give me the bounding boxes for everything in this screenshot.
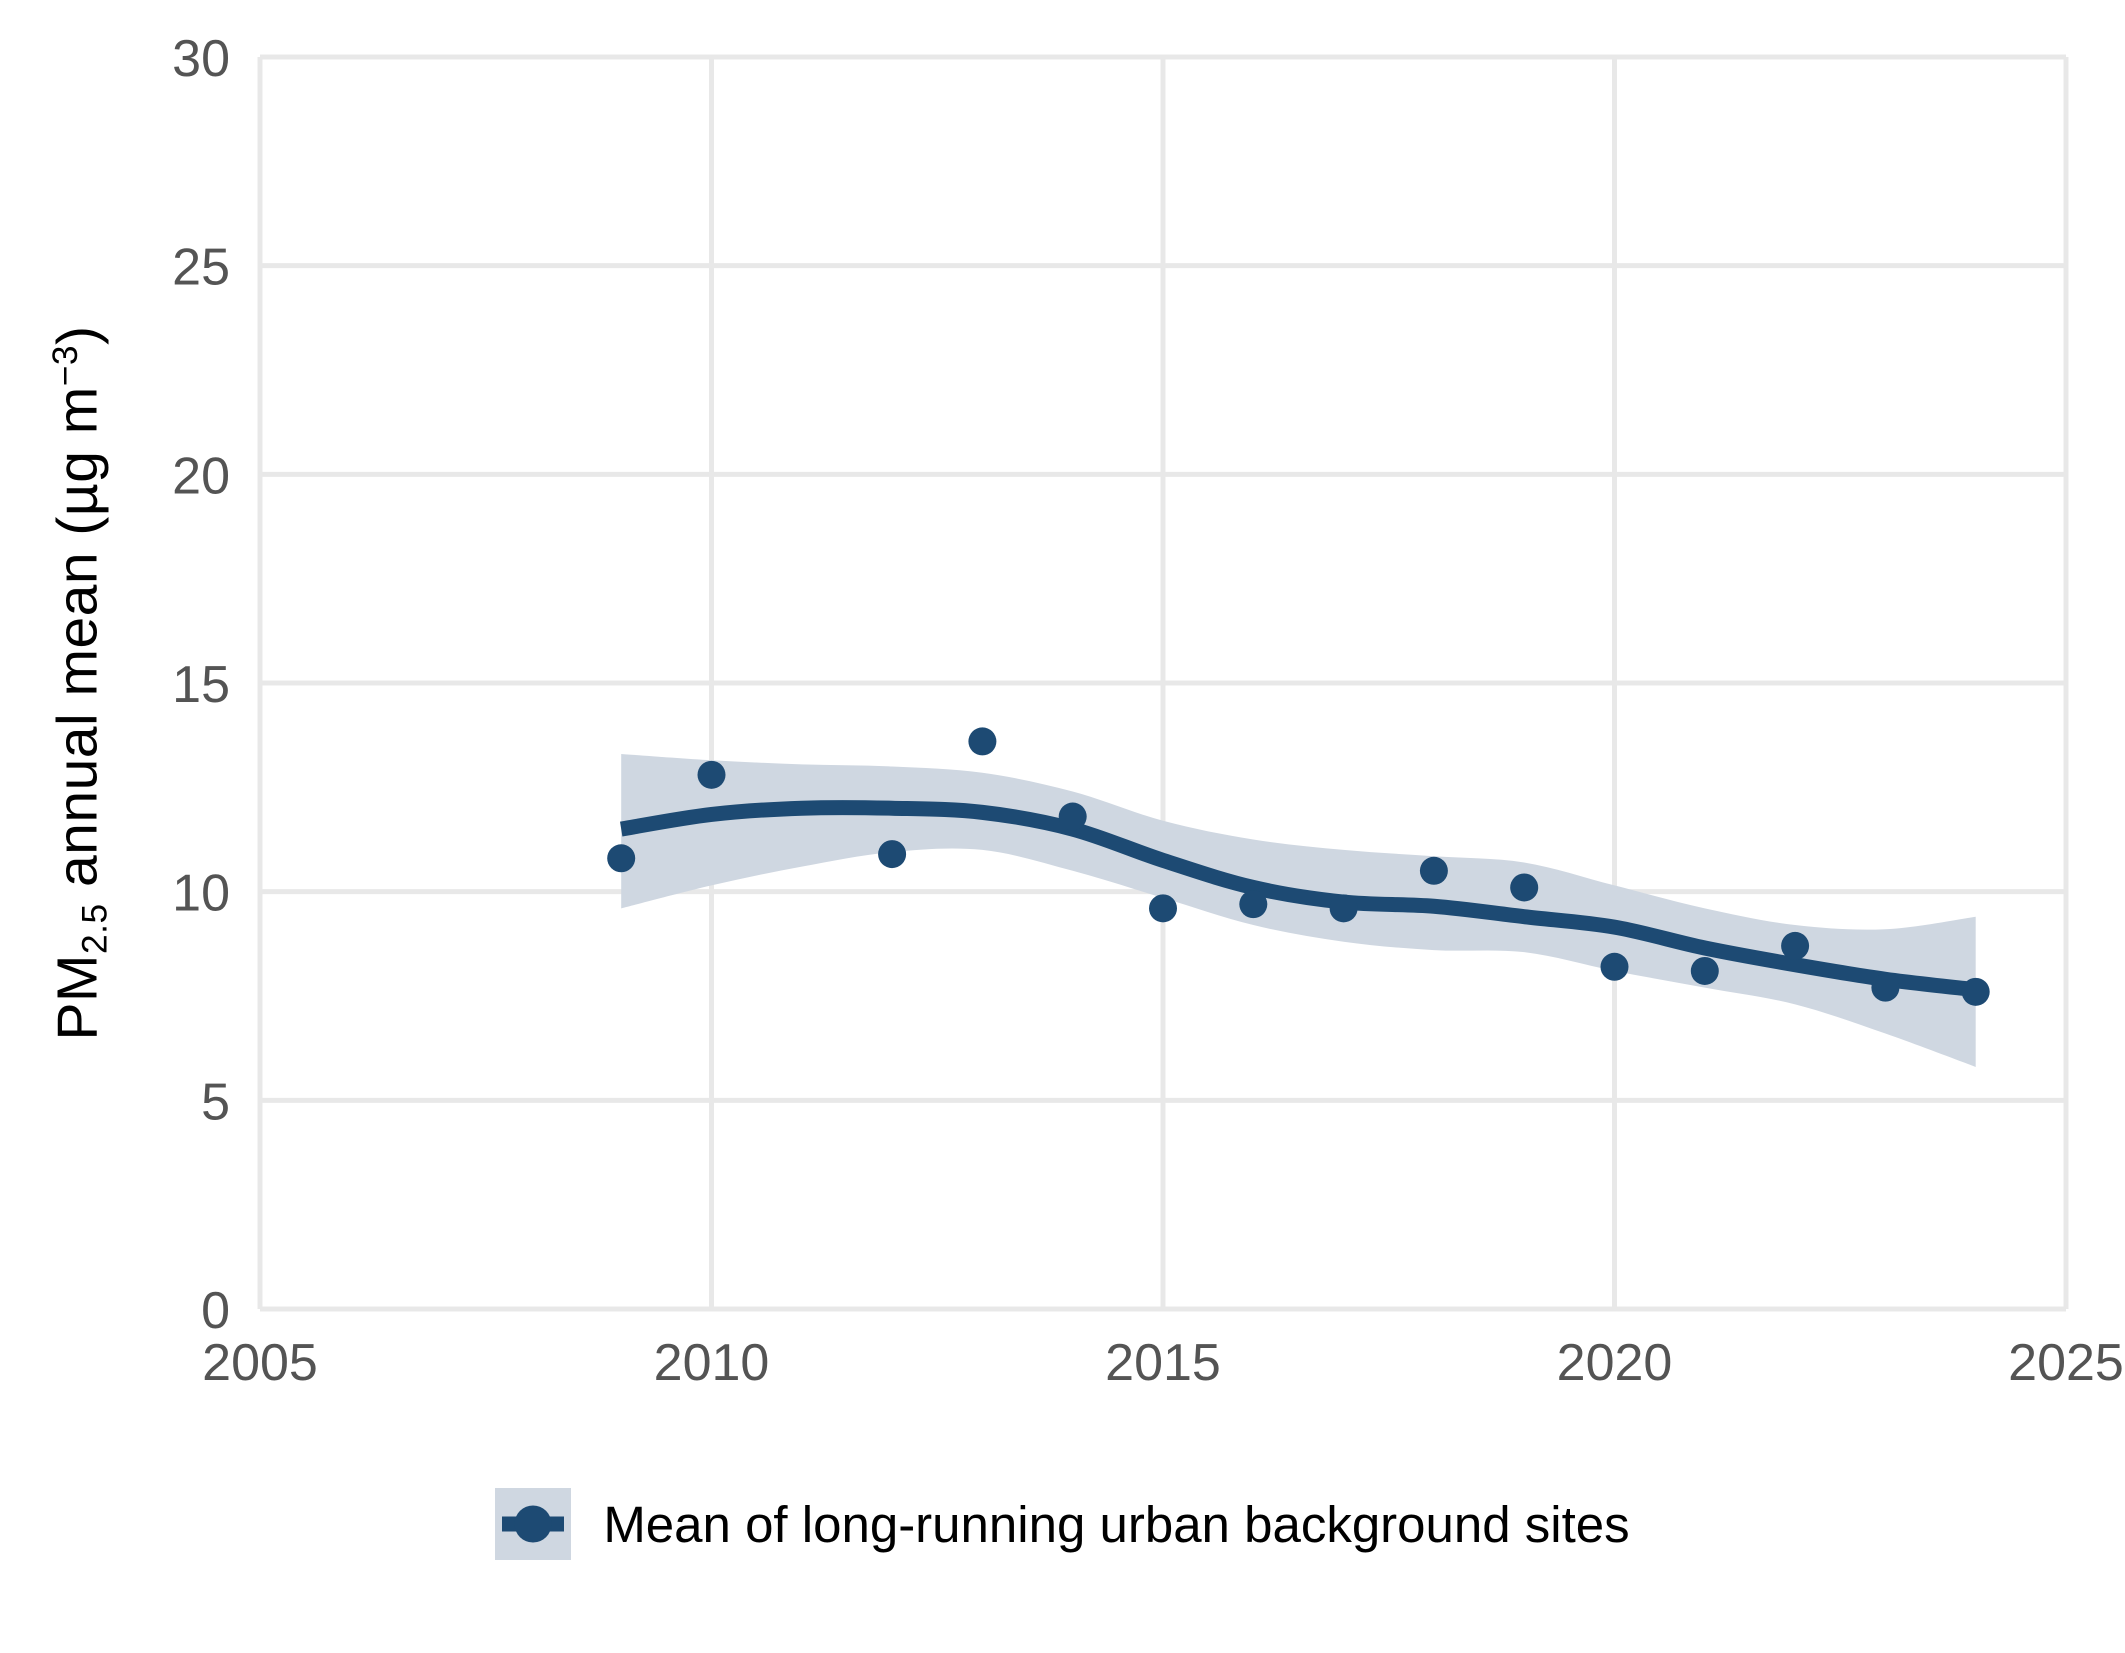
y-tick-label: 30 xyxy=(172,30,230,88)
legend-point-marker xyxy=(514,1505,552,1543)
data-point xyxy=(1961,977,1990,1006)
data-point xyxy=(1058,802,1087,831)
y-tick-label: 5 xyxy=(201,1073,230,1131)
trend-line xyxy=(619,800,1977,998)
x-tick-label: 2015 xyxy=(1105,1334,1221,1392)
x-tick-label: 2020 xyxy=(1557,1334,1673,1392)
data-point xyxy=(1510,873,1539,902)
y-tick-label: 20 xyxy=(172,447,230,505)
y-tick-label: 10 xyxy=(172,865,230,923)
data-point xyxy=(1871,973,1900,1002)
y-axis-title-superscript: −3 xyxy=(46,344,86,387)
y-tick-label: 15 xyxy=(172,656,230,714)
x-tick-label: 2005 xyxy=(202,1334,318,1392)
data-point xyxy=(1239,890,1268,919)
y-axis-title-middle: annual mean (µg m xyxy=(45,386,110,904)
y-tick-label: 25 xyxy=(172,239,230,297)
data-point xyxy=(878,840,907,869)
y-axis-title-suffix: ) xyxy=(45,325,110,345)
data-point xyxy=(968,727,997,756)
data-point xyxy=(1600,952,1629,981)
y-axis-title: PM2.5 annual mean (µg m−3) xyxy=(45,326,116,1041)
y-axis-title-subscript: 2.5 xyxy=(75,903,115,954)
y-tick-label: 0 xyxy=(201,1282,230,1340)
data-point xyxy=(607,844,636,873)
x-tick-label: 2010 xyxy=(654,1334,770,1392)
data-point xyxy=(1419,856,1448,885)
data-point xyxy=(697,760,726,789)
legend: Mean of long-running urban background si… xyxy=(0,1488,2125,1560)
data-point xyxy=(1149,894,1177,923)
data-point xyxy=(1781,931,1810,960)
legend-key xyxy=(495,1488,572,1560)
x-tick-label: 2025 xyxy=(2008,1334,2124,1392)
legend-label: Mean of long-running urban background si… xyxy=(603,1495,1630,1553)
y-axis-title-prefix: PM xyxy=(45,954,110,1041)
data-point xyxy=(1690,956,1719,985)
confidence-band xyxy=(621,753,1976,1067)
data-point xyxy=(1329,894,1358,923)
